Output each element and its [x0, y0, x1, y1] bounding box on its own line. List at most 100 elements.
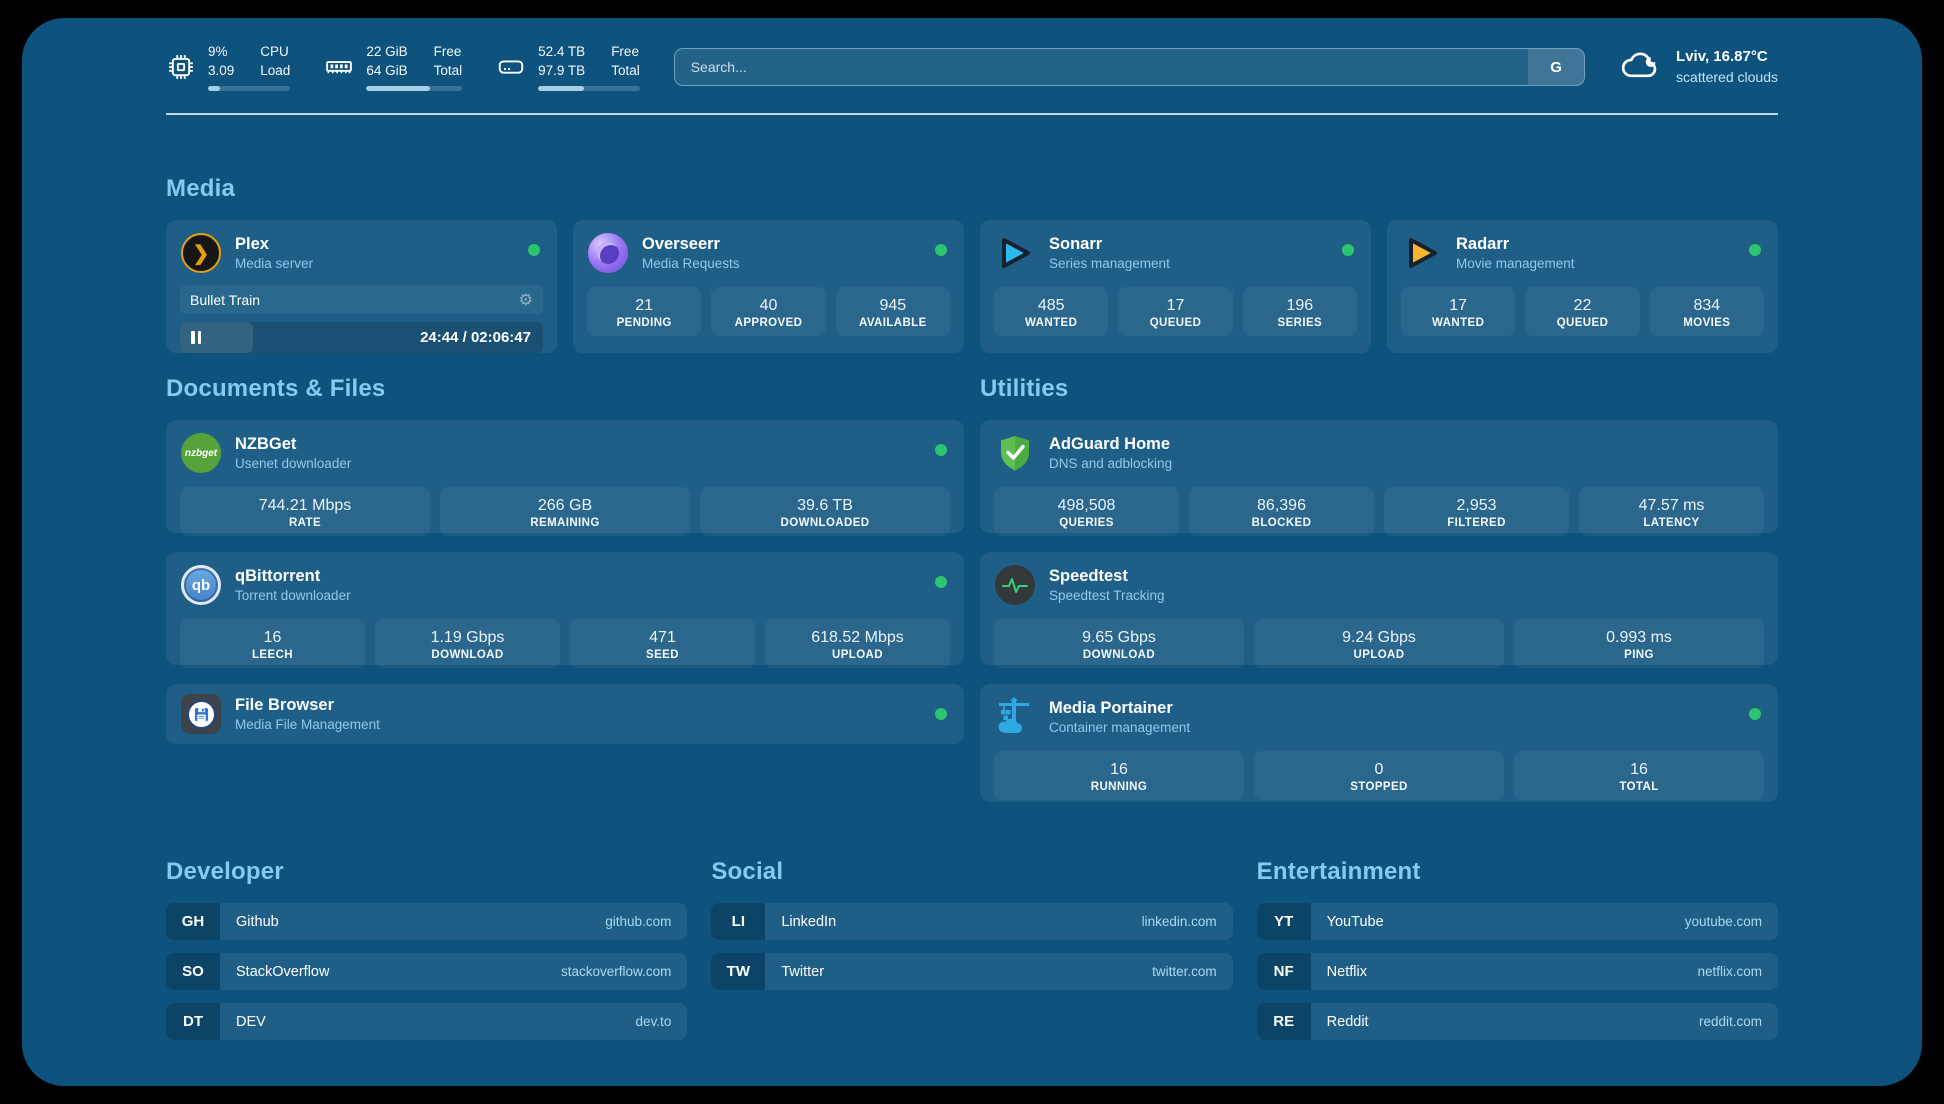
app-subtitle: Media File Management — [235, 716, 380, 732]
adguard-card[interactable]: AdGuard Home DNS and adblocking 498,508 … — [980, 420, 1778, 536]
bookmark-github[interactable]: GH Github github.com — [166, 903, 688, 940]
stat-label: BLOCKED — [1251, 516, 1312, 529]
bookmark-netflix[interactable]: NF Netflix netflix.com — [1256, 953, 1778, 990]
search-input[interactable] — [673, 48, 1586, 86]
nzbget-icon: nzbget — [180, 432, 222, 474]
plex-card[interactable]: ❯ Plex Media server Bullet Train ⚙ 24:44… — [166, 220, 557, 353]
status-dot — [1749, 244, 1761, 256]
dashboard-panel: 9% 3.09 CPU Load — [22, 18, 1922, 1086]
section-title-documents: Documents & Files — [166, 375, 386, 402]
app-name: Radarr — [1456, 234, 1510, 253]
stat-tile: 40 APPROVED — [711, 287, 826, 336]
filebrowser-card[interactable]: File Browser Media File Management — [166, 684, 964, 744]
bookmark-group-social: Social LI LinkedIn linkedin.com TW Twitt… — [711, 858, 1233, 1040]
bookmark-linkedin[interactable]: LI LinkedIn linkedin.com — [711, 903, 1233, 940]
pause-button[interactable] — [191, 331, 201, 344]
disk-progress-track — [538, 85, 640, 91]
stat-tile: 16 TOTAL — [1514, 751, 1764, 800]
header-divider — [166, 113, 1778, 115]
bookmark-twitter[interactable]: TW Twitter twitter.com — [711, 953, 1233, 990]
playback-progress: 24:44 / 02:06:47 — [180, 322, 543, 353]
bookmark-url: youtube.com — [1684, 914, 1762, 929]
bookmark-group-entertainment: Entertainment YT YouTube youtube.com NF … — [1256, 858, 1778, 1040]
app-name: Plex — [235, 234, 269, 253]
cpu-label: CPU — [260, 44, 289, 60]
cpu-load-label: Load — [260, 63, 291, 78]
stat-tile: 86,396 BLOCKED — [1189, 487, 1374, 536]
stat-value: 471 — [649, 629, 676, 646]
stat-label: LEECH — [252, 648, 293, 661]
bookmark-youtube[interactable]: YT YouTube youtube.com — [1256, 903, 1778, 940]
search-engine-button[interactable]: G — [1528, 49, 1585, 85]
bookmark-url: twitter.com — [1152, 964, 1217, 979]
app-name: Speedtest — [1049, 566, 1128, 585]
gear-icon[interactable]: ⚙ — [518, 291, 533, 309]
bookmark-stackoverflow[interactable]: SO StackOverflow stackoverflow.com — [166, 953, 688, 990]
cpu-value: 9% — [208, 44, 228, 60]
disk-free-label: Free — [611, 44, 639, 60]
app-name: File Browser — [235, 695, 335, 714]
media-grid: ❯ Plex Media server Bullet Train ⚙ 24:44… — [166, 220, 1778, 353]
overseerr-card[interactable]: Overseerr Media Requests 21 PENDING 40 A… — [573, 220, 964, 353]
stat-value: 196 — [1286, 297, 1314, 314]
status-dot — [1342, 244, 1354, 256]
bookmark-url: github.com — [605, 914, 672, 929]
bookmark-url: stackoverflow.com — [561, 964, 672, 979]
bookmark-url: reddit.com — [1698, 1014, 1762, 1029]
bookmark-dev[interactable]: DT DEV dev.to — [166, 1003, 688, 1040]
disk-free-value: 52.4 TB — [538, 44, 586, 60]
stat-label: PING — [1624, 648, 1654, 661]
ram-total-label: Total — [433, 63, 463, 78]
stat-label: DOWNLOAD — [431, 648, 504, 661]
app-subtitle: Movie management — [1456, 255, 1575, 271]
sonarr-icon — [994, 232, 1036, 274]
stat-tile: 39.6 TB DOWNLOADED — [700, 487, 950, 536]
stat-label: UPLOAD — [1353, 648, 1405, 661]
disk-total-value: 97.9 TB — [538, 63, 586, 78]
radarr-card[interactable]: Radarr Movie management 17 WANTED 22 QUE… — [1387, 220, 1778, 353]
ram-free-label: Free — [433, 44, 462, 60]
disk-total-label: Total — [611, 63, 640, 78]
overseerr-icon — [587, 232, 629, 274]
bookmark-reddit[interactable]: RE Reddit reddit.com — [1256, 1003, 1778, 1040]
stat-label: PENDING — [616, 316, 672, 329]
portainer-card[interactable]: Media Portainer Container management 16 … — [980, 684, 1778, 802]
stat-value: 9.24 Gbps — [1342, 629, 1416, 646]
playback-time: 24:44 / 02:06:47 — [420, 329, 531, 346]
speedtest-card[interactable]: Speedtest Speedtest Tracking 9.65 Gbps D… — [980, 552, 1778, 668]
stat-tile: 0 STOPPED — [1254, 751, 1504, 800]
portainer-icon — [994, 696, 1036, 738]
now-playing-row: Bullet Train ⚙ — [180, 285, 543, 314]
stat-value: 22 — [1573, 297, 1592, 314]
stat-tile: 47.57 ms LATENCY — [1579, 487, 1764, 536]
app-subtitle: Usenet downloader — [235, 455, 352, 471]
sonarr-card[interactable]: Sonarr Series management 485 WANTED 17 Q… — [980, 220, 1371, 353]
documents-column: Documents & Files nzbget NZBGet Usenet d… — [166, 375, 964, 802]
stat-label: DOWNLOADED — [780, 516, 870, 529]
qbittorrent-card[interactable]: qb qBittorrent Torrent downloader 16 — [166, 552, 964, 668]
stat-value: 0 — [1374, 761, 1384, 778]
stat-value: 2,953 — [1456, 497, 1497, 514]
nzbget-card[interactable]: nzbget NZBGet Usenet downloader 744.21 M… — [166, 420, 964, 536]
weather-widget: Lviv, 16.87°C scattered clouds — [1619, 47, 1778, 86]
bookmark-name: Twitter — [781, 963, 825, 980]
stat-label: REMAINING — [530, 516, 600, 529]
stat-label: QUERIES — [1059, 516, 1114, 529]
stat-value: 485 — [1037, 297, 1065, 314]
bookmark-url: dev.to — [635, 1014, 672, 1029]
bookmark-abbr: DT — [166, 1003, 220, 1040]
stat-label: QUEUED — [1556, 316, 1609, 329]
bookmark-name: Reddit — [1326, 1013, 1369, 1030]
bookmark-abbr: NF — [1256, 953, 1311, 990]
stat-label: UPLOAD — [832, 648, 883, 661]
stat-tile: 471 SEED — [570, 619, 755, 668]
app-subtitle: Media server — [235, 255, 314, 271]
weather-location: Lviv, 16.87°C — [1676, 48, 1768, 66]
bookmark-name: LinkedIn — [781, 913, 837, 930]
bookmark-abbr: YT — [1256, 903, 1311, 940]
stat-tile: 16 LEECH — [180, 619, 365, 668]
stat-label: RATE — [288, 516, 322, 529]
stat-tile: 196 SERIES — [1242, 287, 1357, 336]
cpu-load-value: 3.09 — [208, 63, 235, 78]
stat-value: 498,508 — [1057, 497, 1116, 514]
